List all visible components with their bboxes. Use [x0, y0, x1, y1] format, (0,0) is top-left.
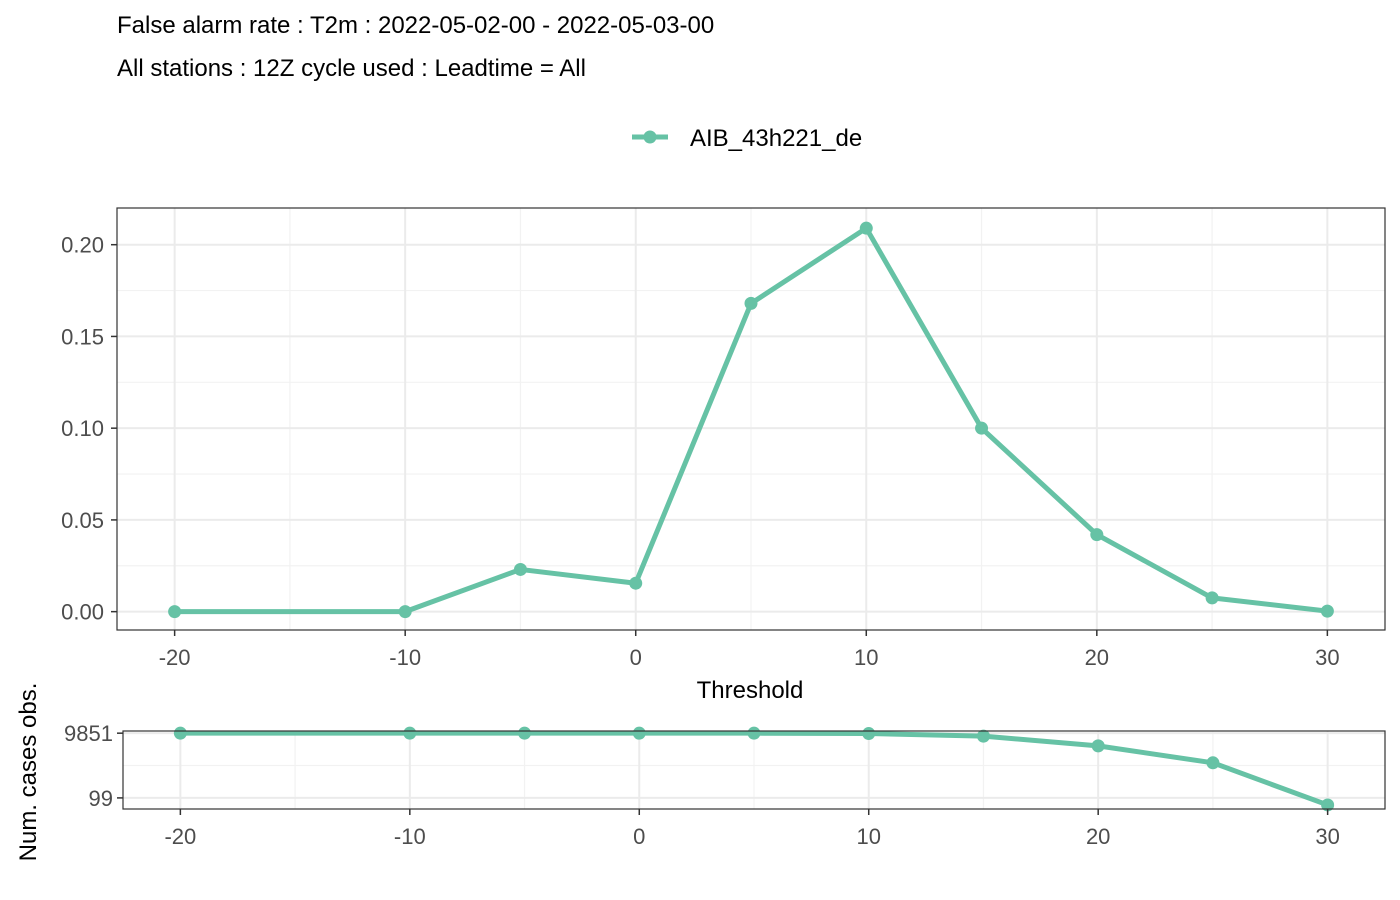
count-panel-border [122, 730, 1386, 810]
x-tick-label: -10 [389, 645, 421, 670]
count-data-point [1321, 798, 1335, 812]
data-point [398, 605, 412, 619]
panel-border [116, 207, 1386, 631]
count-data-point [173, 726, 187, 740]
count-data-point [976, 729, 990, 743]
count-x-tick-label: -10 [394, 824, 426, 849]
data-point [744, 296, 758, 310]
count-x-tick-label: 20 [1086, 824, 1110, 849]
series-line [174, 225, 1328, 615]
x-tick-label: 20 [1085, 645, 1109, 670]
count-panel: -20 -10 0 10 20 30 9851 99 [64, 721, 1386, 849]
y-tick-label: 0.20 [61, 233, 104, 258]
y-axis-title-count: Num. cases obs. [15, 683, 42, 862]
chart-subtitle: All stations : 12Z cycle used : Leadtime… [117, 55, 586, 82]
count-x-tick-label: 10 [856, 824, 880, 849]
count-data-point [862, 727, 876, 741]
count-x-tick-label: 0 [633, 824, 645, 849]
count-data-point [1091, 739, 1105, 753]
x-tick-label: 30 [1315, 645, 1339, 670]
main-panel: -20 -10 0 10 20 30 0.00 0.05 0.10 0.15 0.20 [61, 207, 1386, 670]
chart-title: False alarm rate : T2m : 2022-05-02-00 -… [117, 12, 714, 39]
count-y-tick-label: 9851 [64, 721, 113, 746]
x-tick-label: 0 [630, 645, 642, 670]
legend-label: AIB_43h221_de [690, 125, 862, 152]
data-point [1320, 604, 1334, 618]
y-tick-label: 0.10 [61, 416, 104, 441]
count-x-tick-label: 30 [1315, 824, 1339, 849]
data-point [1090, 528, 1104, 542]
x-tick-label: -20 [159, 645, 191, 670]
count-y-tick-label: 99 [89, 786, 113, 811]
count-data-point [632, 726, 646, 740]
count-data-point [403, 726, 417, 740]
y-tick-label: 0.15 [61, 324, 104, 349]
legend: AIB_43h221_de [632, 125, 862, 152]
data-point [168, 605, 182, 619]
count-x-tick-label: -20 [164, 824, 196, 849]
data-point [1205, 591, 1219, 605]
count-data-point [1206, 756, 1220, 770]
x-tick-label: 10 [854, 645, 878, 670]
data-point [859, 221, 873, 235]
data-point [629, 576, 643, 590]
y-tick-label: 0.00 [61, 600, 104, 625]
x-axis-title: Threshold [697, 677, 804, 704]
count-series-line [180, 730, 1329, 808]
y-tick-label: 0.05 [61, 508, 104, 533]
legend-point-key [643, 130, 657, 144]
count-data-point [747, 726, 761, 740]
data-point [513, 562, 527, 576]
data-point [975, 421, 989, 435]
count-data-point [518, 726, 532, 740]
